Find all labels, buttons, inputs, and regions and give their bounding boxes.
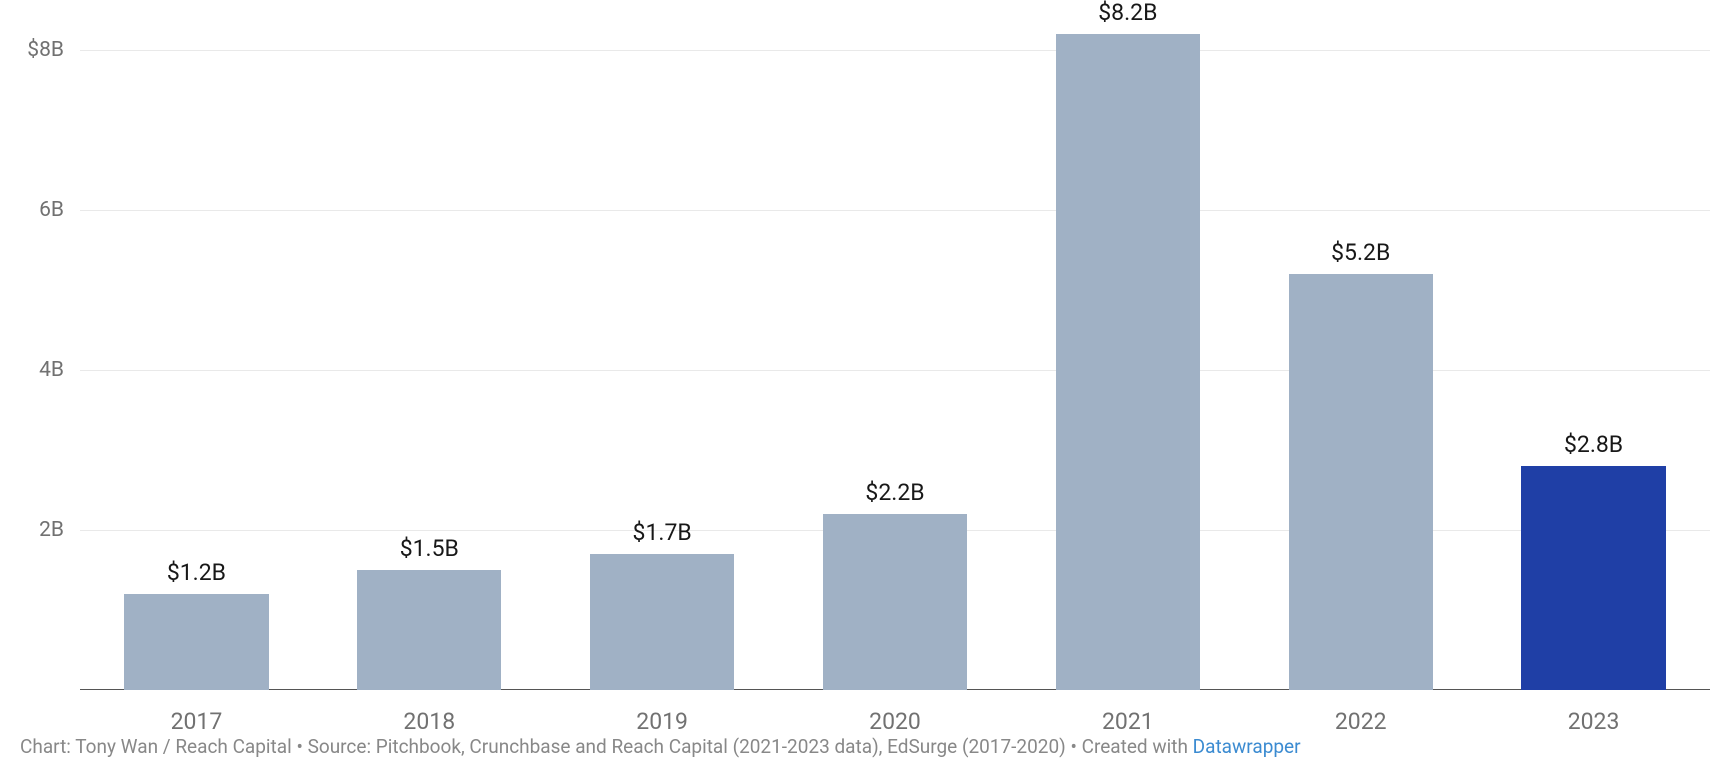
bar: [357, 570, 501, 690]
gridline: [80, 370, 1710, 371]
bar: [1289, 274, 1433, 690]
x-tick-label: 2021: [1102, 708, 1154, 735]
y-tick-label: 4B: [0, 358, 64, 382]
x-tick-label: 2018: [403, 708, 455, 735]
gridline: [80, 210, 1710, 211]
y-tick-label: 6B: [0, 198, 64, 222]
footer-chart-credit: Chart: Tony Wan / Reach Capital: [20, 735, 292, 758]
bar: [124, 594, 268, 690]
bar: [1521, 466, 1665, 690]
y-tick-label: $8B: [0, 38, 64, 62]
footer-source: Source: Pitchbook, Crunchbase and Reach …: [308, 735, 1066, 758]
bar-value-label: $2.2B: [865, 479, 924, 506]
bar-value-label: $8.2B: [1098, 0, 1157, 26]
x-tick-label: 2017: [171, 708, 223, 735]
bar: [590, 554, 734, 690]
bar-value-label: $5.2B: [1331, 239, 1390, 266]
bar: [1056, 34, 1200, 690]
footer-sep: •: [1070, 735, 1081, 758]
y-tick-label: 2B: [0, 518, 64, 542]
gridline: [80, 50, 1710, 51]
datawrapper-link[interactable]: Datawrapper: [1193, 735, 1301, 758]
footer-sep: •: [296, 735, 307, 758]
bar-value-label: $1.7B: [633, 519, 692, 546]
bar-value-label: $2.8B: [1564, 431, 1623, 458]
bar-value-label: $1.2B: [167, 559, 226, 586]
footer-created-with-prefix: Created with: [1082, 735, 1193, 758]
x-tick-label: 2019: [636, 708, 688, 735]
x-tick-label: 2022: [1335, 708, 1387, 735]
bar-chart: $1.2B $1.5B $1.7B $2.2B $8.2B $5.2B $2.8B 2B 4B…: [0, 0, 1730, 774]
chart-footer: Chart: Tony Wan / Reach Capital • Source…: [20, 735, 1301, 758]
plot-area: $1.2B$1.5B$1.7B$2.2B$8.2B$5.2B$2.8B: [80, 10, 1710, 690]
x-tick-label: 2020: [869, 708, 921, 735]
bar-value-label: $1.5B: [400, 535, 459, 562]
x-tick-label: 2023: [1568, 708, 1620, 735]
bar: [823, 514, 967, 690]
